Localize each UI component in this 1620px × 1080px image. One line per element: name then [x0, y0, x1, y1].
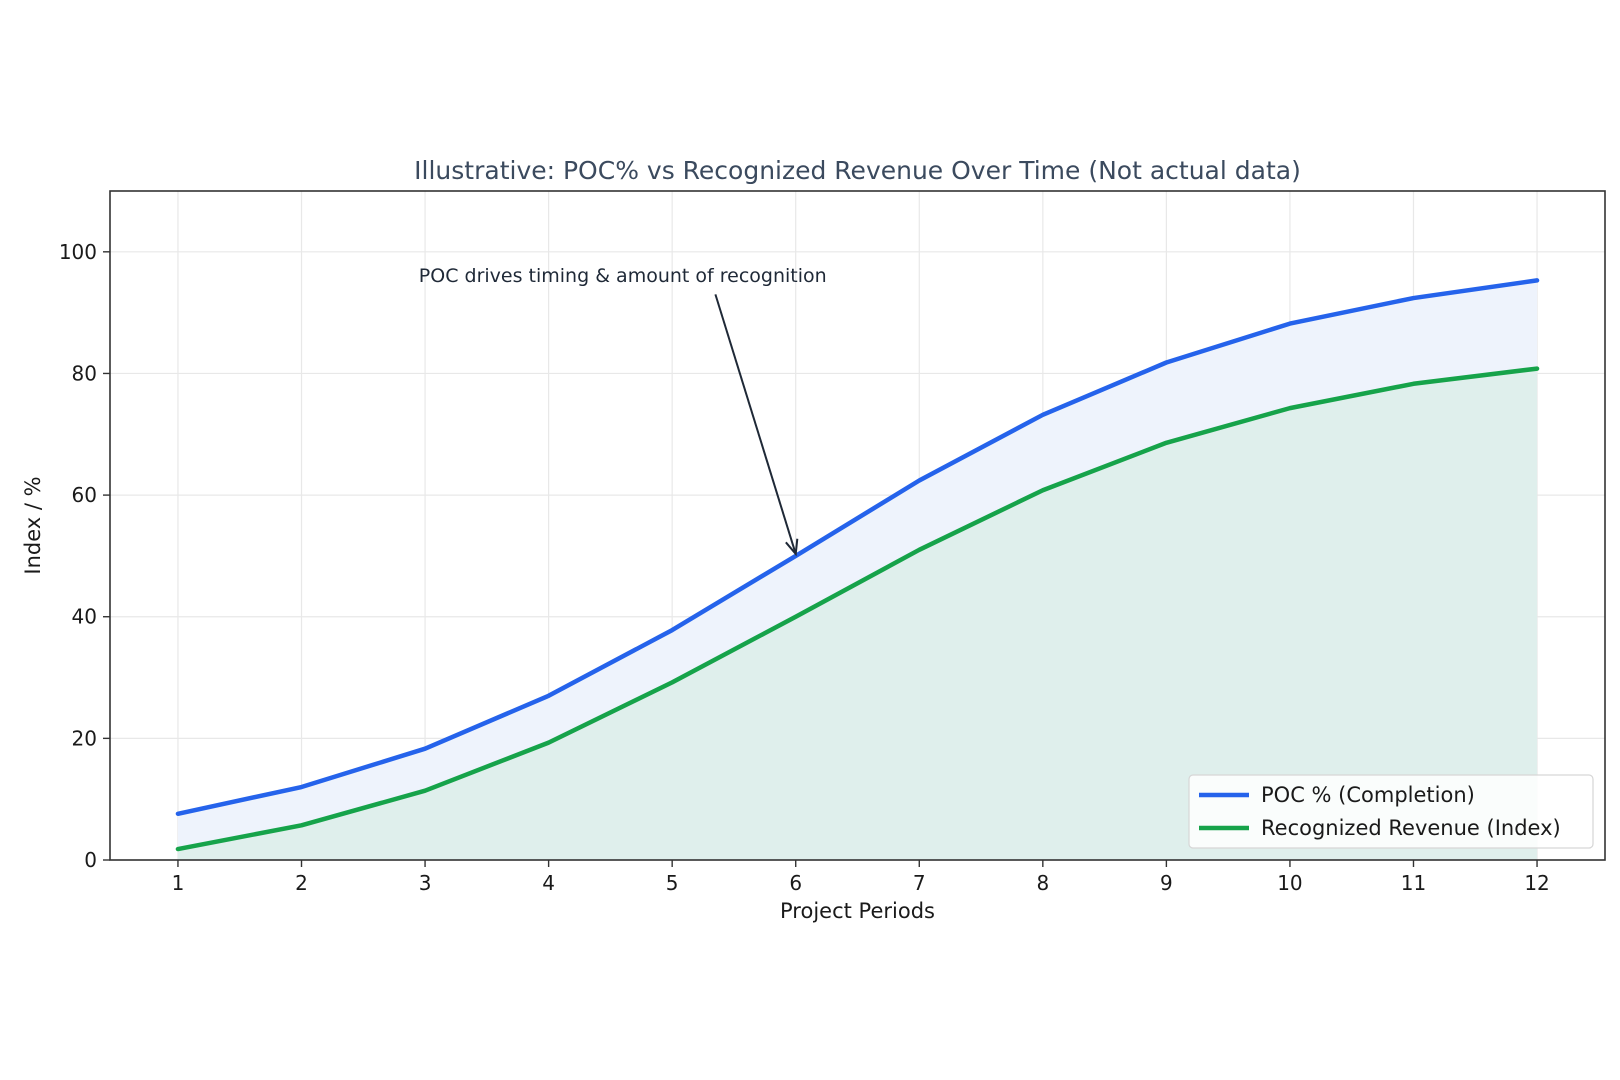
series-fills — [177, 280, 1538, 860]
annotation-text: POC drives timing & amount of recognitio… — [419, 265, 827, 287]
x-tick-label: 1 — [172, 871, 185, 895]
chart-title: Illustrative: POC% vs Recognized Revenue… — [414, 156, 1301, 185]
legend-label-poc: POC % (Completion) — [1261, 783, 1475, 807]
y-tick-label: 60 — [72, 483, 97, 507]
annotation-arrow-head — [785, 538, 799, 557]
y-axis-label: Index / % — [21, 476, 45, 574]
x-tick-label: 10 — [1277, 871, 1302, 895]
annotation: POC drives timing & amount of recognitio… — [419, 265, 827, 557]
x-tick-label: 2 — [295, 871, 308, 895]
y-tick-label: 20 — [72, 726, 97, 750]
series-line-poc — [175, 278, 1540, 817]
revenue-fill-area — [177, 368, 1538, 860]
x-tick-label: 7 — [913, 871, 926, 895]
x-tick-label: 9 — [1160, 871, 1173, 895]
x-tick-label: 4 — [542, 871, 555, 895]
series-line-revenue — [175, 366, 1540, 852]
legend-label-revenue: Recognized Revenue (Index) — [1261, 816, 1561, 840]
y-axis-ticks: 0 20 40 60 80 100 — [59, 240, 110, 872]
y-tick-label: 80 — [72, 361, 97, 385]
y-tick-label: 40 — [72, 605, 97, 629]
x-tick-label: 6 — [789, 871, 802, 895]
plot-frame — [109, 190, 1606, 861]
x-tick-label: 11 — [1401, 871, 1426, 895]
x-tick-label: 8 — [1036, 871, 1049, 895]
x-axis-label: Project Periods — [780, 899, 935, 923]
legend: POC % (Completion) Recognized Revenue (In… — [1188, 774, 1594, 849]
poc-fill-area — [177, 280, 1538, 850]
series-lines — [175, 278, 1540, 852]
y-tick-label: 0 — [84, 848, 97, 872]
x-tick-label: 12 — [1524, 871, 1549, 895]
x-tick-label: 5 — [666, 871, 679, 895]
annotation-arrow-line — [714, 294, 797, 555]
x-tick-label: 3 — [419, 871, 432, 895]
x-axis-ticks: 1 2 3 4 5 6 7 8 9 10 11 12 — [172, 860, 1550, 895]
y-tick-label: 100 — [59, 240, 97, 264]
legend-box — [1188, 774, 1594, 849]
